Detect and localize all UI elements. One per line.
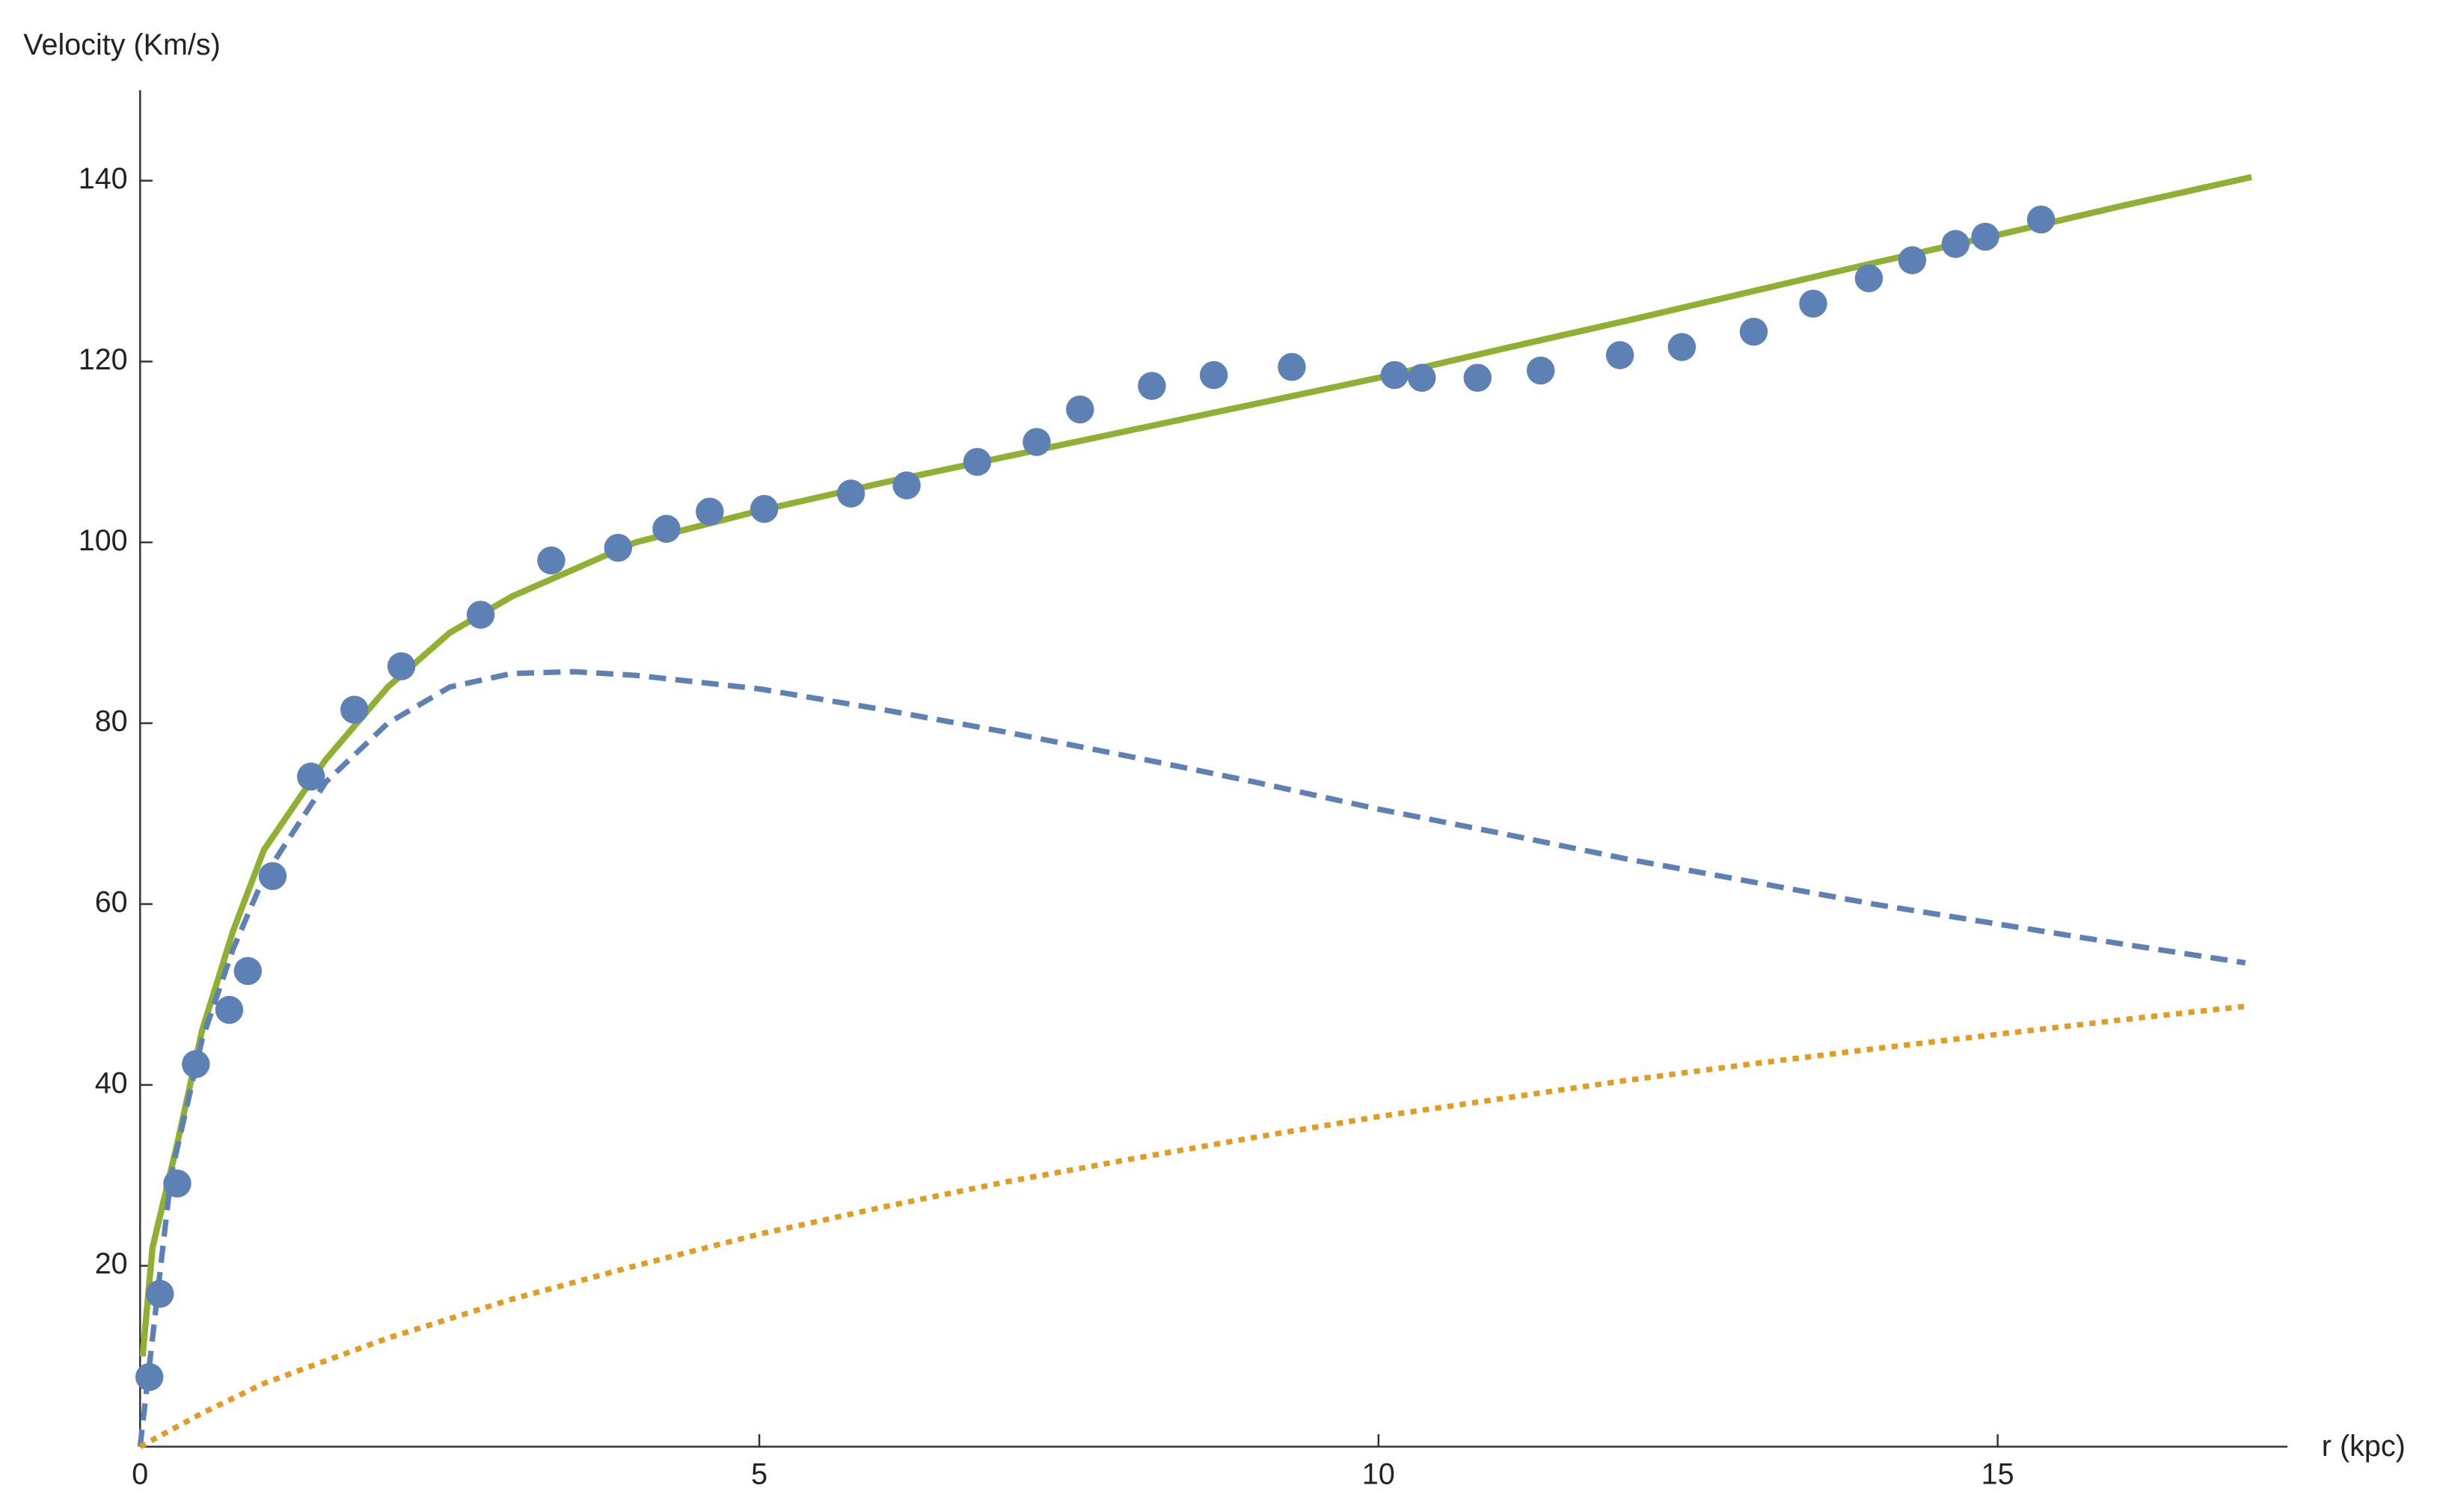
- data-point: [1854, 264, 1883, 292]
- data-point: [2026, 205, 2056, 234]
- y-tick-label: 120: [79, 343, 128, 376]
- data-point: [1278, 352, 1306, 381]
- x-tick-label: 15: [1981, 1458, 2014, 1491]
- data-point: [1971, 222, 1999, 251]
- x-axis-label: r (kpc): [2322, 1430, 2406, 1463]
- y-tick-label: 60: [95, 885, 128, 918]
- y-tick-label: 20: [95, 1247, 128, 1280]
- y-tick-label: 100: [79, 524, 128, 557]
- y-tick-label: 80: [95, 705, 128, 738]
- data-point: [182, 1050, 210, 1078]
- data-point: [963, 447, 992, 476]
- data-point: [1463, 363, 1492, 392]
- data-point: [466, 600, 495, 629]
- x-tick-label: 5: [751, 1458, 767, 1491]
- data-point: [1408, 363, 1436, 392]
- line-solid: [139, 173, 2252, 1357]
- data-point: [233, 956, 263, 986]
- y-tick-label: 40: [95, 1066, 128, 1099]
- x-tick-label: 10: [1362, 1458, 1395, 1491]
- data-point: [297, 762, 325, 791]
- y-tick-label: 140: [79, 162, 128, 195]
- data-point: [537, 546, 565, 575]
- data-point: [836, 479, 865, 508]
- data-point: [387, 652, 416, 680]
- data-point: [1739, 317, 1768, 346]
- data-point: [215, 995, 244, 1024]
- data-point: [1023, 428, 1051, 456]
- data-point: [1667, 333, 1696, 361]
- data-point: [892, 471, 921, 500]
- data-point: [1605, 341, 1634, 369]
- data-point: [1138, 372, 1166, 400]
- line-dashed: [137, 669, 2246, 1448]
- data-point: [1527, 356, 1555, 385]
- data-point: [1380, 360, 1409, 390]
- data-point: [750, 494, 779, 523]
- data-point: [1199, 360, 1228, 390]
- data-point: [1799, 289, 1827, 318]
- data-point: [1898, 246, 1927, 274]
- data-point: [1066, 395, 1094, 424]
- data-point: [1941, 230, 1970, 258]
- data-point: [258, 861, 287, 891]
- y-axis-label: Velocity (Km/s): [23, 28, 221, 61]
- line-dotted: [138, 1004, 2246, 1449]
- x-tick-label: 0: [132, 1458, 148, 1491]
- data-point: [146, 1279, 174, 1308]
- data-point: [163, 1169, 191, 1198]
- data-point: [135, 1362, 164, 1392]
- data-point: [340, 695, 369, 724]
- data-point: [652, 514, 681, 543]
- data-point: [604, 533, 633, 562]
- data-point: [696, 497, 724, 526]
